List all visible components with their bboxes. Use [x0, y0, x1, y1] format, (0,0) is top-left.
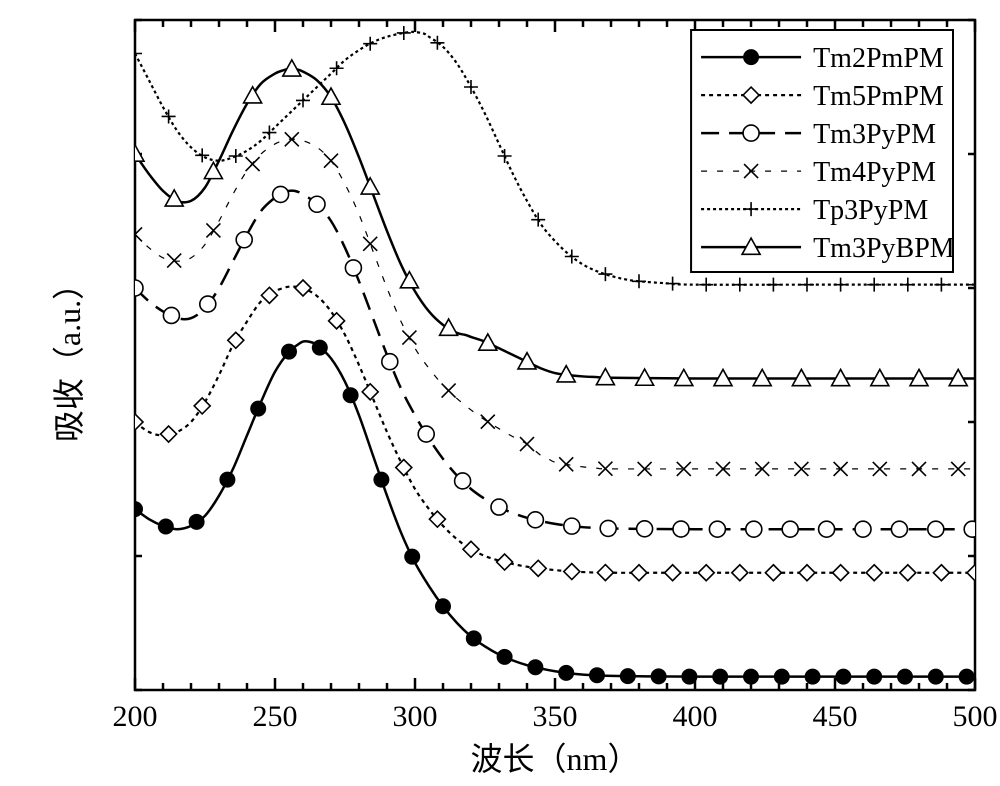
- chart-svg: 200 250 300 350 400 450 500 波长（nm） 吸收（a.u.） Tm2Pm…: [0, 0, 1000, 786]
- legend-label: Tp3PyPM: [813, 195, 928, 226]
- series-Tm5PmPM: [127, 280, 983, 581]
- x-tick-label: 450: [813, 700, 858, 733]
- x-tick-label: 300: [393, 700, 438, 733]
- series-line: [135, 286, 975, 572]
- legend-label: Tm3PyBPM: [813, 233, 955, 264]
- x-axis-label: 波长（nm）: [471, 741, 640, 777]
- x-tick-label: 400: [673, 700, 718, 733]
- legend-label: Tm5PmPM: [813, 81, 944, 112]
- x-tick-label: 200: [113, 700, 158, 733]
- x-tick-label: 350: [533, 700, 578, 733]
- series-Tm2PmPM: [127, 340, 975, 685]
- chart-container: 200 250 300 350 400 450 500 波长（nm） 吸收（a.u.） Tm2Pm…: [0, 0, 1000, 786]
- x-tick-label: 500: [953, 700, 998, 733]
- legend-label: Tm4PyPM: [813, 157, 936, 188]
- x-tick-label: 250: [253, 700, 298, 733]
- y-axis-label: 吸收（a.u.）: [51, 268, 87, 442]
- series-line: [135, 341, 975, 676]
- legend: Tm2PmPM Tm5PmPM Tm3PyPM Tm4PyPM Tp3PyPM Tm3Py…: [691, 30, 955, 272]
- legend-label: Tm2PmPM: [813, 43, 944, 74]
- legend-label: Tm3PyPM: [813, 119, 936, 150]
